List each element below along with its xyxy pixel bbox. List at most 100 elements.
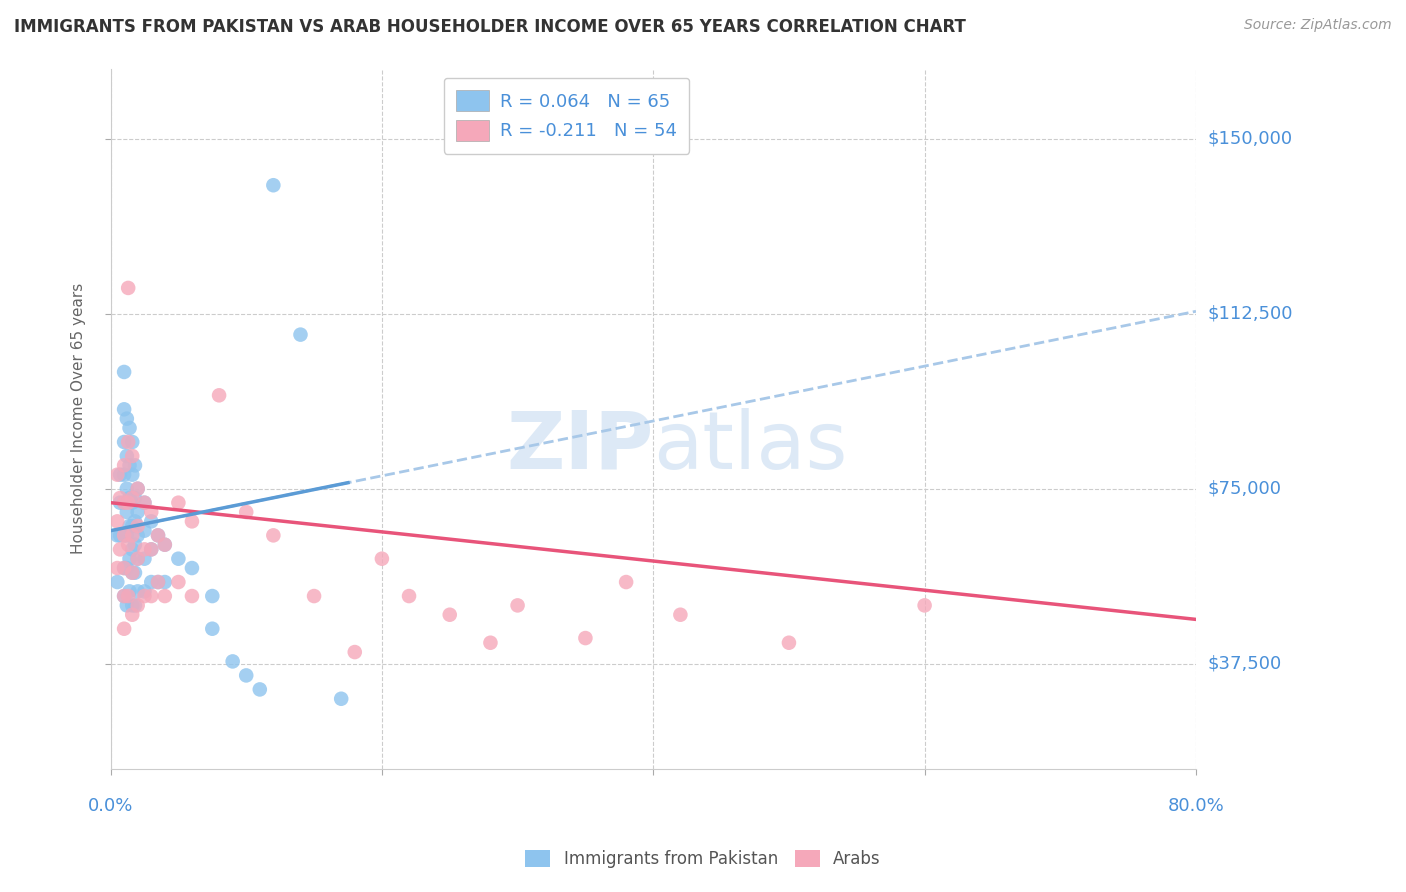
Point — [167, 496, 190, 510]
Point — [914, 599, 936, 613]
Point — [121, 566, 143, 580]
Point — [121, 599, 143, 613]
Point — [167, 551, 190, 566]
Text: IMMIGRANTS FROM PAKISTAN VS ARAB HOUSEHOLDER INCOME OVER 65 YEARS CORRELATION CH: IMMIGRANTS FROM PAKISTAN VS ARAB HOUSEHO… — [14, 18, 966, 36]
Text: atlas: atlas — [654, 408, 848, 485]
Point — [118, 491, 141, 505]
Point — [112, 528, 135, 542]
Point — [167, 575, 190, 590]
Point — [221, 654, 243, 668]
Point — [115, 411, 138, 425]
Point — [127, 519, 149, 533]
Point — [118, 551, 141, 566]
Point — [134, 524, 156, 538]
Point — [115, 482, 138, 496]
Point — [134, 584, 156, 599]
Text: Source: ZipAtlas.com: Source: ZipAtlas.com — [1244, 18, 1392, 32]
Point — [112, 589, 135, 603]
Point — [115, 528, 138, 542]
Point — [127, 482, 149, 496]
Point — [141, 505, 163, 519]
Y-axis label: Householder Income Over 65 years: Householder Income Over 65 years — [72, 283, 86, 554]
Point — [121, 528, 143, 542]
Point — [118, 519, 141, 533]
Point — [112, 458, 135, 473]
Point — [146, 575, 169, 590]
Point — [669, 607, 692, 622]
Point — [146, 528, 169, 542]
Point — [141, 542, 163, 557]
Point — [112, 561, 135, 575]
Point — [343, 645, 366, 659]
Point — [112, 365, 135, 379]
Point — [141, 575, 163, 590]
Point — [208, 388, 231, 402]
Point — [121, 467, 143, 482]
Point — [112, 528, 135, 542]
Point — [290, 327, 312, 342]
Point — [108, 467, 131, 482]
Point — [115, 599, 138, 613]
Legend: Immigrants from Pakistan, Arabs: Immigrants from Pakistan, Arabs — [519, 843, 887, 875]
Point — [506, 599, 529, 613]
Point — [112, 622, 135, 636]
Point — [115, 561, 138, 575]
Point — [115, 449, 138, 463]
Point — [249, 682, 271, 697]
Point — [105, 561, 128, 575]
Point — [112, 561, 135, 575]
Point — [479, 636, 502, 650]
Point — [141, 589, 163, 603]
Point — [134, 542, 156, 557]
Point — [121, 449, 143, 463]
Point — [778, 636, 800, 650]
Point — [371, 551, 394, 566]
Point — [134, 551, 156, 566]
Point — [124, 458, 146, 473]
Point — [124, 491, 146, 505]
Text: $75,000: $75,000 — [1208, 480, 1281, 498]
Point — [153, 538, 176, 552]
Point — [235, 668, 257, 682]
Point — [112, 496, 135, 510]
Point — [124, 514, 146, 528]
Point — [117, 589, 139, 603]
Text: $150,000: $150,000 — [1208, 129, 1292, 147]
Point — [117, 496, 139, 510]
Text: 80.0%: 80.0% — [1167, 797, 1225, 814]
Point — [614, 575, 637, 590]
Point — [127, 528, 149, 542]
Point — [181, 589, 204, 603]
Point — [302, 589, 325, 603]
Point — [112, 589, 135, 603]
Point — [105, 528, 128, 542]
Point — [439, 607, 461, 622]
Point — [153, 589, 176, 603]
Point — [127, 551, 149, 566]
Text: ZIP: ZIP — [506, 408, 654, 485]
Point — [117, 281, 139, 295]
Point — [121, 519, 143, 533]
Point — [108, 491, 131, 505]
Point — [574, 631, 596, 645]
Point — [127, 505, 149, 519]
Point — [112, 435, 135, 450]
Point — [112, 496, 135, 510]
Point — [141, 514, 163, 528]
Point — [118, 421, 141, 435]
Text: $112,500: $112,500 — [1208, 304, 1292, 323]
Point — [108, 528, 131, 542]
Point — [121, 607, 143, 622]
Point — [121, 566, 143, 580]
Legend: R = 0.064   N = 65, R = -0.211   N = 54: R = 0.064 N = 65, R = -0.211 N = 54 — [444, 78, 689, 153]
Point — [134, 496, 156, 510]
Point — [112, 467, 135, 482]
Point — [146, 528, 169, 542]
Point — [146, 575, 169, 590]
Point — [121, 496, 143, 510]
Point — [235, 505, 257, 519]
Point — [330, 691, 353, 706]
Point — [262, 178, 284, 193]
Point — [121, 491, 143, 505]
Point — [201, 622, 224, 636]
